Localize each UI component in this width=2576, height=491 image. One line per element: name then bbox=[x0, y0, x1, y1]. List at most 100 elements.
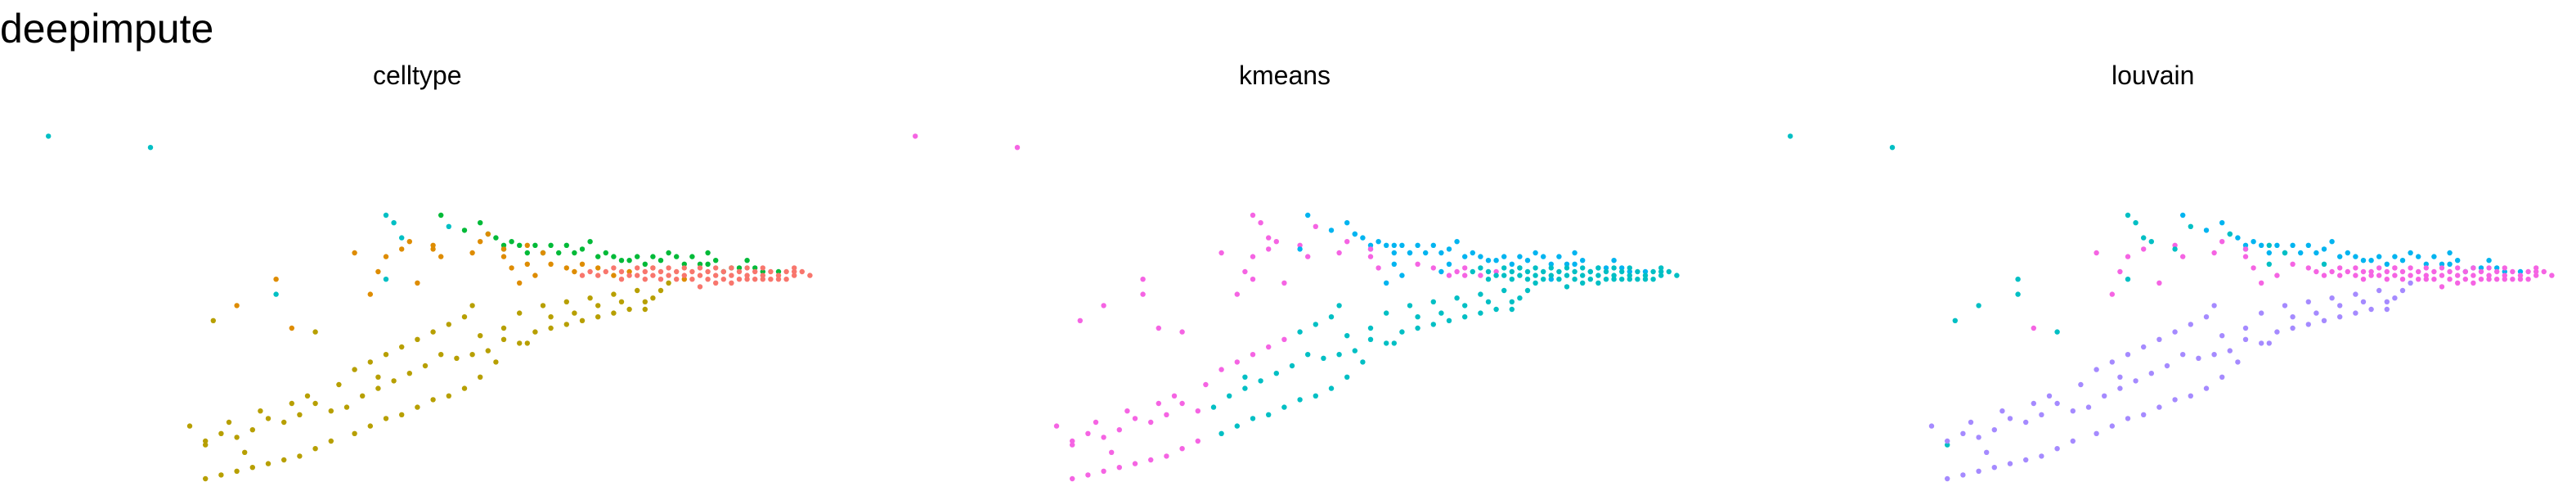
scatter-point bbox=[1493, 306, 1499, 313]
scatter-point bbox=[2431, 268, 2437, 275]
scatter-point bbox=[2408, 280, 2413, 286]
scatter-point bbox=[2376, 265, 2382, 271]
scatter-point bbox=[736, 268, 743, 275]
scatter-point bbox=[1485, 268, 1492, 275]
scatter-point bbox=[913, 133, 918, 139]
scatter-point bbox=[1635, 277, 1640, 282]
scatter-point bbox=[1250, 416, 1256, 421]
scatter-point bbox=[579, 261, 586, 267]
scatter-point bbox=[1485, 299, 1492, 304]
scatter-point bbox=[524, 340, 530, 346]
scatter-point bbox=[1619, 277, 1625, 282]
scatter-point bbox=[2392, 265, 2398, 271]
scatter-point bbox=[1367, 242, 1374, 248]
scatter-point bbox=[1344, 374, 1350, 380]
scatter-point bbox=[297, 412, 303, 417]
scatter-point bbox=[1976, 468, 1981, 474]
scatter-point bbox=[1179, 400, 1185, 407]
scatter-point bbox=[1533, 280, 1538, 286]
scatter-point bbox=[2337, 273, 2343, 278]
scatter-point bbox=[406, 239, 412, 245]
scatter-point bbox=[1517, 254, 1523, 259]
scatter-point bbox=[383, 254, 389, 259]
scatter-point bbox=[556, 250, 562, 256]
scatter-point bbox=[1140, 277, 1146, 282]
scatter-point bbox=[375, 374, 381, 380]
scatter-point bbox=[689, 277, 695, 282]
scatter-point bbox=[1572, 268, 1577, 275]
scatter-point bbox=[1423, 250, 1429, 256]
scatter-point bbox=[563, 299, 569, 304]
scatter-point bbox=[713, 273, 719, 278]
scatter-point bbox=[1132, 416, 1138, 421]
scatter-point bbox=[1524, 287, 1531, 294]
scatter-point bbox=[736, 277, 743, 282]
scatter-point bbox=[1446, 261, 1452, 267]
scatter-point bbox=[2235, 359, 2241, 365]
scatter-point bbox=[2471, 265, 2476, 271]
scatter-point bbox=[2510, 268, 2515, 275]
scatter-point bbox=[2502, 277, 2507, 282]
scatter-point bbox=[2148, 371, 2154, 376]
scatter-point bbox=[1611, 265, 1617, 271]
scatter-point bbox=[2329, 268, 2335, 275]
scatter-point bbox=[1250, 254, 1256, 259]
scatter-point bbox=[383, 352, 389, 358]
scatter-point bbox=[1336, 250, 1342, 256]
scatter-point bbox=[304, 393, 311, 399]
scatter-point bbox=[1297, 242, 1303, 248]
scatter-point bbox=[1391, 340, 1398, 346]
scatter-point bbox=[1218, 250, 1224, 256]
scatter-point bbox=[1627, 273, 1633, 278]
scatter-point bbox=[297, 453, 303, 459]
scatter-point bbox=[548, 261, 554, 267]
scatter-point bbox=[783, 268, 789, 275]
scatter-point bbox=[1234, 423, 1241, 429]
scatter-point bbox=[415, 336, 420, 342]
scatter-point bbox=[1501, 254, 1507, 259]
scatter-point bbox=[635, 265, 640, 271]
scatter-point bbox=[2447, 268, 2453, 275]
scatter-point bbox=[218, 472, 224, 478]
scatter-point bbox=[2416, 254, 2421, 259]
scatter-point bbox=[1321, 355, 1326, 361]
scatter-point bbox=[2188, 223, 2193, 229]
scatter-point bbox=[1077, 318, 1084, 323]
scatter-point bbox=[548, 325, 554, 331]
scatter-point bbox=[2031, 400, 2036, 407]
scatter-point bbox=[2447, 261, 2453, 267]
scatter-point bbox=[430, 242, 436, 248]
scatter-point bbox=[2070, 408, 2076, 414]
scatter-point bbox=[265, 461, 272, 466]
scatter-point bbox=[579, 246, 586, 252]
scatter-point bbox=[1564, 261, 1570, 267]
scatter-point bbox=[1218, 367, 1224, 372]
scatter-point bbox=[1564, 265, 1570, 271]
scatter-point bbox=[720, 268, 726, 275]
scatter-point bbox=[657, 287, 664, 294]
scatter-point bbox=[2533, 268, 2539, 275]
scatter-point bbox=[1976, 435, 1981, 440]
scatter-point bbox=[1501, 287, 1507, 294]
scatter-point bbox=[2384, 306, 2390, 313]
panel-kmeans: kmeans bbox=[913, 61, 1680, 482]
scatter-point bbox=[2007, 461, 2013, 466]
figure-title: deepimpute bbox=[0, 6, 214, 52]
scatter-point bbox=[2274, 273, 2280, 278]
scatter-point bbox=[1984, 449, 1990, 455]
scatter-point bbox=[509, 265, 514, 271]
scatter-point bbox=[1415, 325, 1420, 331]
scatter-point bbox=[2274, 329, 2280, 335]
scatter-point bbox=[242, 449, 248, 455]
scatter-point bbox=[1945, 438, 1950, 444]
scatter-point bbox=[2015, 277, 2021, 282]
scatter-point bbox=[2423, 265, 2429, 271]
scatter-point bbox=[399, 344, 405, 350]
scatter-point bbox=[2211, 250, 2217, 256]
scatter-point bbox=[1085, 472, 1091, 478]
scatter-point bbox=[1250, 212, 1256, 218]
scatter-point bbox=[1415, 314, 1420, 320]
scatter-point bbox=[1517, 295, 1523, 301]
scatter-point bbox=[336, 381, 342, 388]
